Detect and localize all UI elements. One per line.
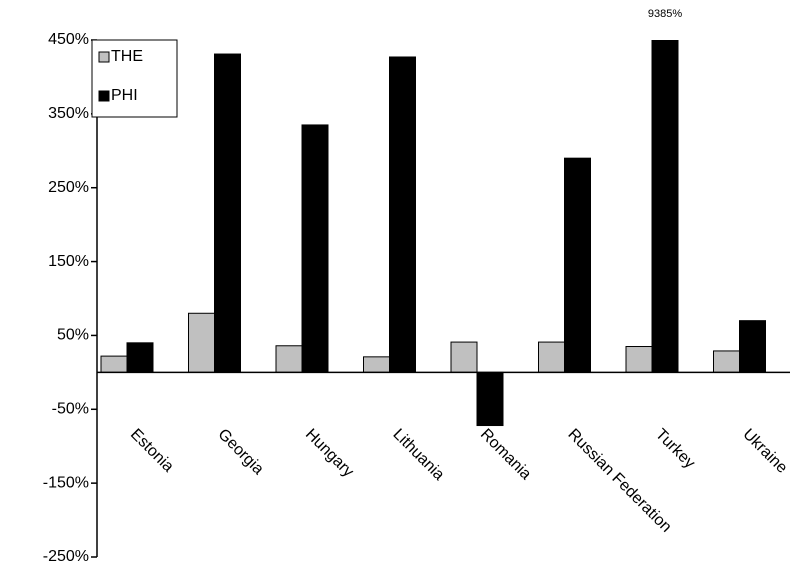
bar [625, 346, 653, 373]
x-tick-label: Romania [477, 426, 534, 483]
bar [651, 40, 679, 373]
bar [275, 345, 303, 373]
value-label: 9385% [648, 8, 682, 20]
x-tick-label: Lithuania [389, 426, 447, 484]
bars [100, 40, 766, 427]
x-tick-label: Ukraine [739, 426, 790, 477]
y-tick-label: 350% [48, 105, 89, 122]
y-tick-label: -50% [52, 401, 89, 418]
bar [188, 312, 215, 373]
legend: THE PHI [91, 39, 178, 118]
bar [389, 56, 416, 373]
legend-label: THE [111, 48, 143, 65]
legend-label: PHI [111, 87, 138, 104]
x-tick-label: Estonia [127, 426, 177, 476]
bar [214, 53, 241, 373]
bar [564, 157, 591, 373]
y-tick-label: -150% [43, 474, 89, 491]
bar [538, 341, 565, 373]
bar [301, 124, 329, 373]
y-tick-label: 450% [48, 31, 89, 48]
x-tick-label: Turkey [652, 426, 698, 472]
bar [126, 342, 154, 373]
y-tick-label: 50% [57, 327, 89, 344]
legend-swatch [98, 51, 110, 63]
y-tick-label: -250% [43, 548, 89, 563]
legend-swatch [98, 90, 110, 102]
bar [713, 350, 740, 373]
y-tick-label: 250% [48, 179, 89, 196]
bar [100, 355, 128, 373]
x-tick-label: Georgia [214, 426, 266, 478]
y-tick-label: 150% [48, 253, 89, 270]
x-tick-label: Hungary [302, 426, 357, 481]
bar [363, 356, 390, 373]
bar [476, 371, 504, 427]
bar [450, 341, 478, 373]
bar [739, 320, 766, 373]
